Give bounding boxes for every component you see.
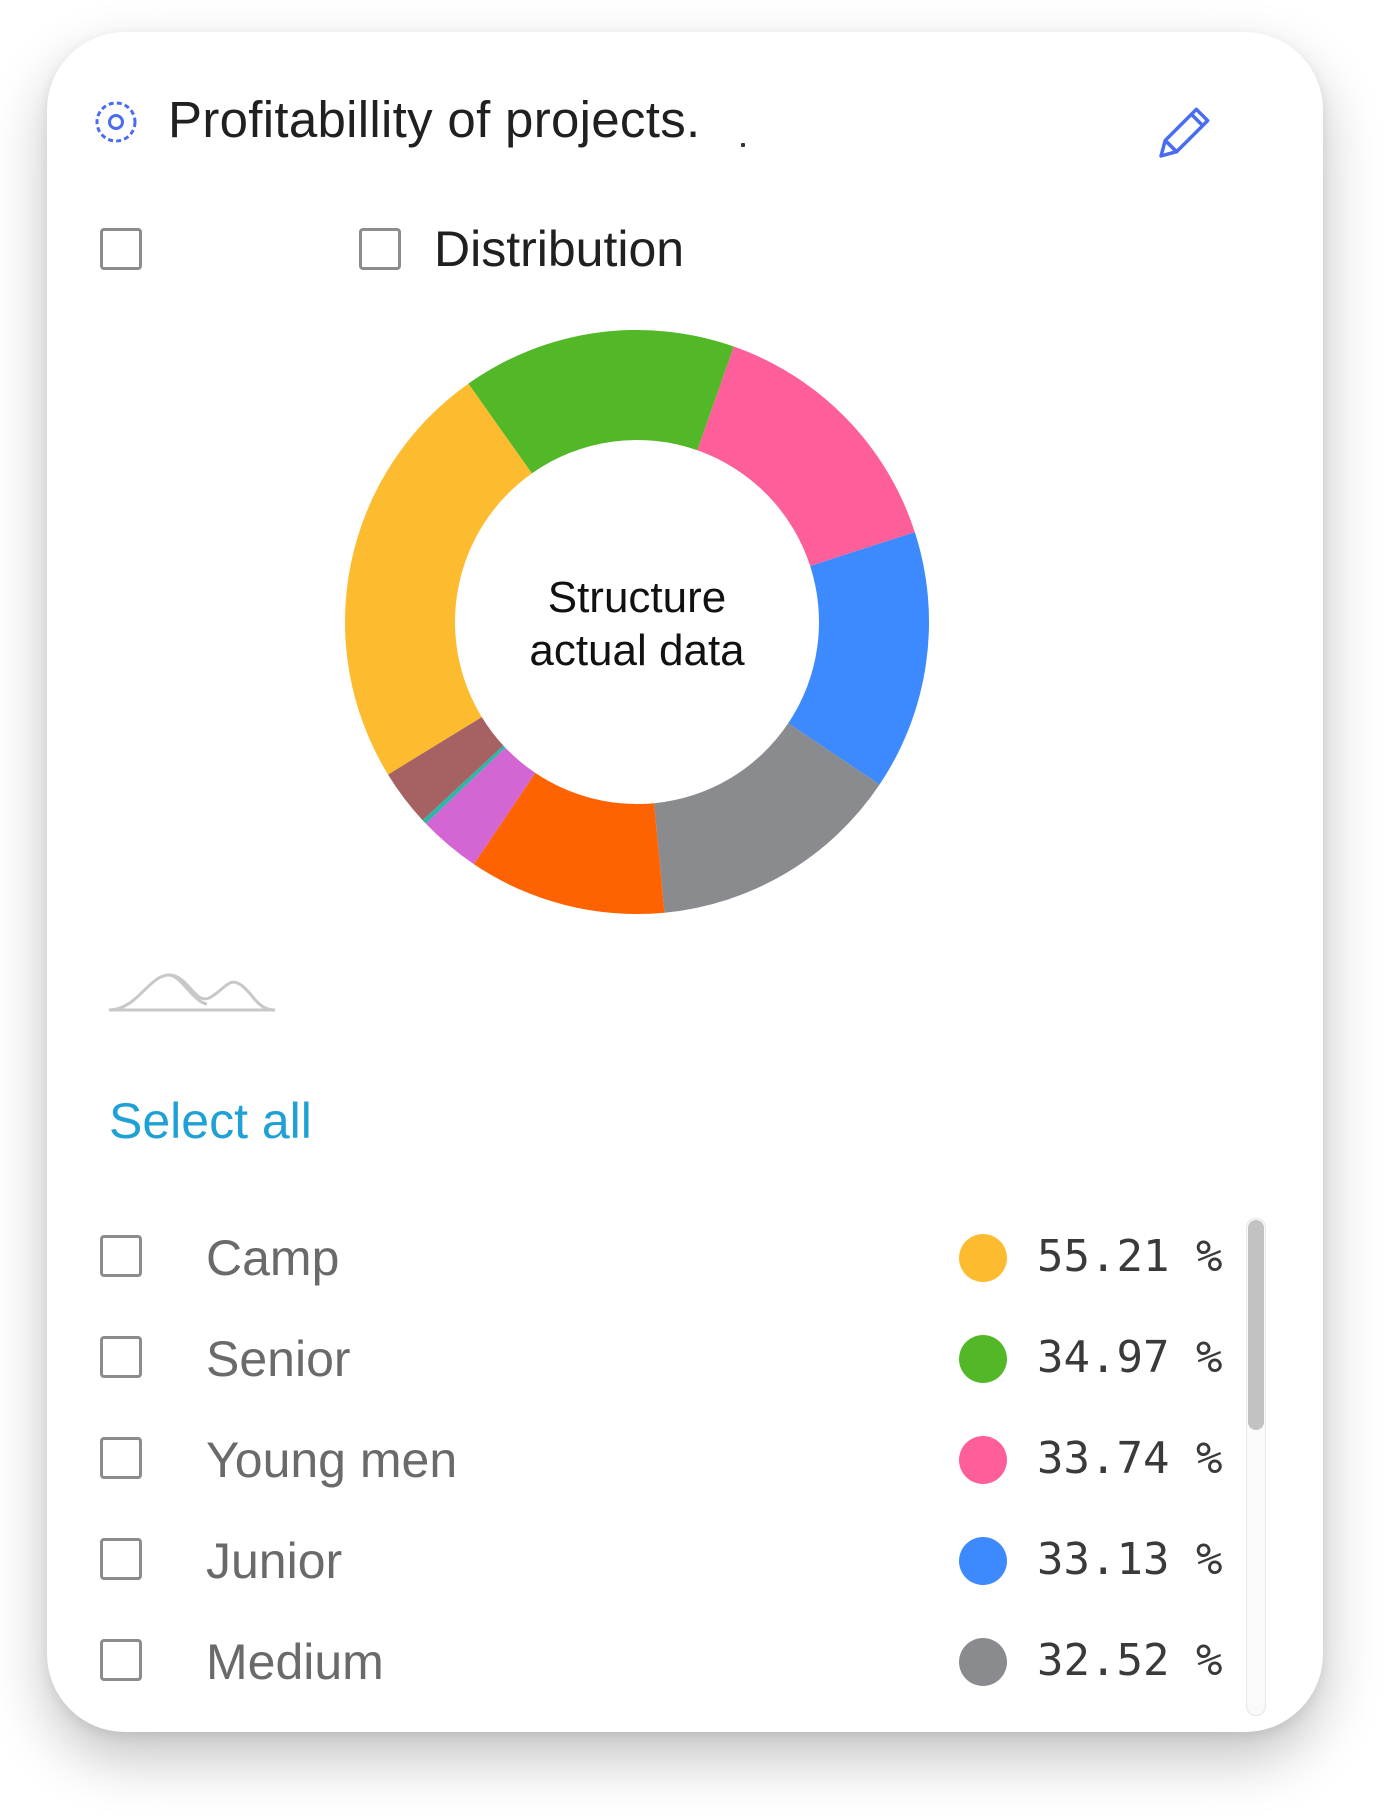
legend-label: Young men — [206, 1432, 458, 1488]
legend-color-dot — [959, 1234, 1007, 1282]
sparkline-icon[interactable] — [109, 967, 275, 1017]
select-all-link[interactable]: Select all — [109, 1093, 312, 1149]
legend-item[interactable]: Camp 55.21 % — [47, 1207, 1287, 1307]
chart-center-label-line1: Structure — [548, 573, 727, 622]
donut-slice-unlabeled-6[interactable] — [425, 747, 536, 865]
legend-color-dot — [959, 1638, 1007, 1686]
donut-slice-medium[interactable] — [654, 723, 880, 913]
profitability-card: Profitabillity of projects. Distribution… — [47, 32, 1323, 1732]
first-option-checkbox[interactable] — [100, 228, 142, 270]
donut-slice-young-men[interactable] — [697, 346, 915, 566]
donut-slice-junior[interactable] — [788, 532, 929, 785]
gear-icon[interactable] — [90, 96, 142, 148]
title-dot — [741, 143, 745, 147]
legend-item[interactable]: Young men 33.74 % — [47, 1409, 1287, 1509]
donut-slice-unlabeled-8[interactable] — [388, 717, 504, 821]
legend-checkbox[interactable] — [100, 1538, 142, 1580]
legend-color-dot — [959, 1335, 1007, 1383]
legend-percent: 33.74 % — [1037, 1433, 1223, 1484]
donut-chart: Structure actual data — [345, 330, 929, 914]
legend-checkbox[interactable] — [100, 1639, 142, 1681]
legend-color-dot — [959, 1537, 1007, 1585]
legend-percent: 33.13 % — [1037, 1534, 1223, 1585]
legend-percent: 34.97 % — [1037, 1332, 1223, 1383]
donut-slice-senior[interactable] — [468, 330, 734, 474]
distribution-checkbox[interactable] — [359, 228, 401, 270]
chart-center-label-line2: actual data — [529, 626, 745, 675]
donut-slice-camp[interactable] — [345, 383, 532, 775]
legend-checkbox[interactable] — [100, 1437, 142, 1479]
legend-percent: 32.52 % — [1037, 1635, 1223, 1686]
distribution-label: Distribution — [434, 221, 685, 277]
legend-item[interactable]: Medium 32.52 % — [47, 1611, 1287, 1711]
legend-color-dot — [959, 1436, 1007, 1484]
donut-slice-unlabeled-5[interactable] — [473, 772, 665, 914]
donut-slices — [345, 330, 929, 914]
legend-percent: 55.21 % — [1037, 1231, 1223, 1282]
card-title: Profitabillity of projects. — [168, 91, 701, 148]
donut-slice-unlabeled-7[interactable] — [422, 745, 506, 824]
legend-checkbox[interactable] — [100, 1235, 142, 1277]
legend-item[interactable]: Senior 34.97 % — [47, 1308, 1287, 1408]
legend-checkbox[interactable] — [100, 1336, 142, 1378]
legend-scrollbar-thumb[interactable] — [1248, 1220, 1264, 1430]
legend-label: Camp — [206, 1230, 340, 1286]
legend-label: Senior — [206, 1331, 351, 1387]
pencil-icon[interactable] — [1155, 92, 1225, 162]
legend-label: Medium — [206, 1634, 384, 1690]
legend-label: Junior — [206, 1533, 343, 1589]
legend-item[interactable]: Junior 33.13 % — [47, 1510, 1287, 1610]
